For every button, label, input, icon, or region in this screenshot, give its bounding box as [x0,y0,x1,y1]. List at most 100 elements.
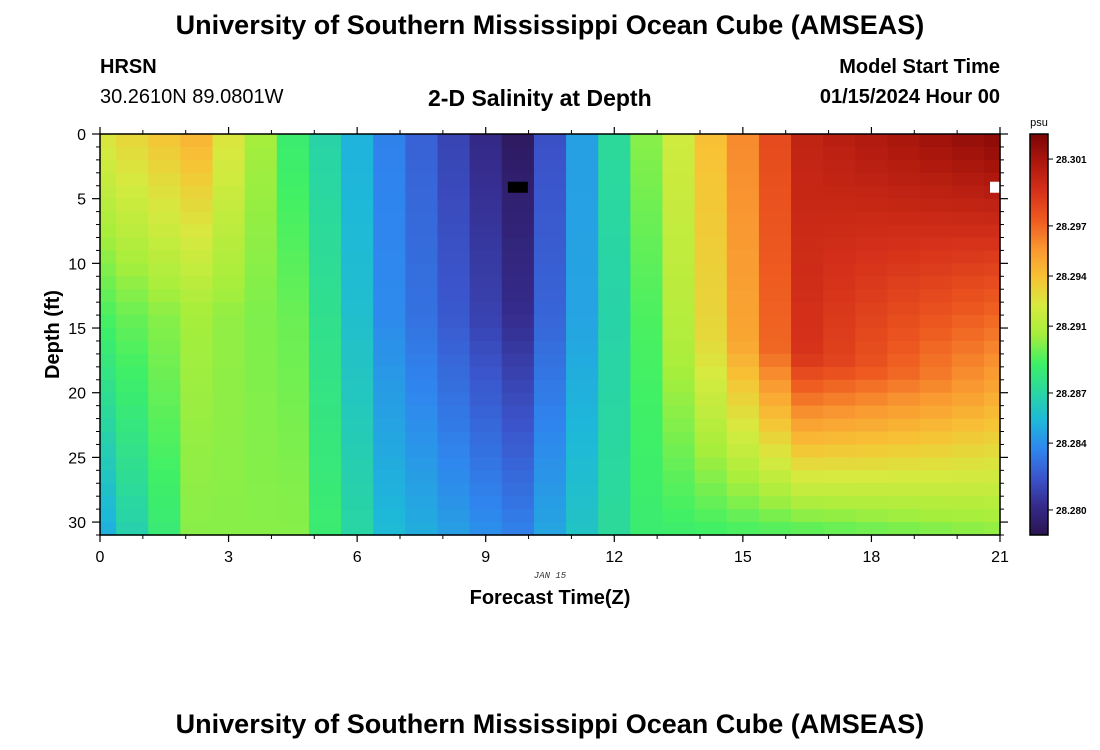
heatmap-cell [758,211,792,226]
heatmap-cell [951,353,985,368]
heatmap-cell [116,237,149,252]
heatmap-cell [919,263,953,277]
heatmap-cell [823,470,856,484]
heatmap-cell [630,172,664,187]
heatmap-cell [791,496,824,510]
heatmap-cell [405,366,439,381]
heatmap-cell [276,237,310,252]
heatmap-cell [308,431,342,446]
heatmap-cell [823,379,856,394]
heatmap-cell [662,340,696,355]
heatmap-cell [212,405,246,420]
heatmap-cell [308,340,342,355]
heatmap-cell [598,405,631,420]
x-tick-label: 21 [991,549,1009,566]
heatmap-cell [533,353,567,368]
x-tick-label: 9 [481,549,490,566]
heatmap-cell [100,211,117,226]
heatmap-cell [791,509,824,523]
heatmap-cell [951,134,985,148]
heatmap-cell [212,263,246,277]
heatmap-cell [405,431,439,446]
heatmap-cell [566,302,599,316]
heatmap-cell [373,522,406,536]
heatmap-cell [276,289,310,303]
heatmap-cell [662,276,696,290]
heatmap-cell [887,159,921,174]
heatmap-cell [308,457,342,471]
heatmap-cell [276,224,310,239]
heatmap-cell [823,172,856,187]
heatmap-cell [212,418,246,433]
heatmap-cell [100,366,117,381]
heatmap-cell [148,263,181,277]
heatmap-cell [405,470,439,484]
heatmap-cell [437,340,471,355]
heatmap-cell [469,159,503,174]
heatmap-cell [373,276,406,290]
heatmap-cell [983,289,1001,303]
heatmap-cell [566,353,599,368]
heatmap-cell [983,134,1001,148]
heatmap-cell [598,172,631,187]
heatmap-cell [501,198,535,213]
heatmap-cell [116,211,149,226]
heatmap-cell [758,483,792,497]
heatmap-cell [598,159,631,174]
heatmap-cell [758,224,792,239]
heatmap-cell [437,470,471,484]
heatmap-cell [116,172,149,187]
heatmap-cell [212,431,246,446]
heatmap-cell [694,496,728,510]
heatmap-cell [469,483,503,497]
heatmap-cell [501,250,535,264]
heatmap-cell [180,444,214,458]
heatmap-cell [758,353,792,368]
heatmap-cell [308,146,342,161]
heatmap-cell [308,185,342,200]
heatmap-cell [100,302,117,316]
heatmap-cell [308,379,342,394]
heatmap-cell [919,146,953,161]
heatmap-cell [244,457,278,471]
heatmap-cell [405,405,439,420]
heatmap-cell [823,159,856,174]
heatmap-cell [100,470,117,484]
heatmap-cell [100,289,117,303]
heatmap-cell [566,405,599,420]
heatmap-cell [791,328,824,342]
heatmap-cell [501,302,535,316]
heatmap-cell [437,185,471,200]
heatmap-cell [116,392,149,407]
heatmap-cell [566,146,599,161]
x-axis: 0 3 6 9 12 15 18 21 [96,127,1009,566]
heatmap-cell [566,211,599,226]
heatmap-cell [116,418,149,433]
heatmap-cell [373,509,406,523]
heatmap-cell [373,185,406,200]
heatmap-cell [983,483,1001,497]
heatmap-cell [469,185,503,200]
heatmap-cell [244,496,278,510]
heatmap-cell [341,276,374,290]
heatmap-cell [469,340,503,355]
heatmap-cell [469,418,503,433]
heatmap-cell [180,340,214,355]
heatmap-cell [308,198,342,213]
heatmap-cell [598,237,631,252]
heatmap-cell [405,211,439,226]
heatmap-cell [919,237,953,252]
heatmap-cell [758,470,792,484]
heatmap-cell [180,302,214,316]
heatmap-cell [855,496,889,510]
heatmap-cell [405,315,439,329]
heatmap-cell [758,250,792,264]
heatmap-cell [308,418,342,433]
heatmap-cell [373,483,406,497]
heatmap-cell [823,405,856,420]
heatmap-cell [100,379,117,394]
plot-frame [99,133,1001,536]
heatmap-cell [823,315,856,329]
heatmap-cell [308,172,342,187]
heatmap-cell [501,483,535,497]
